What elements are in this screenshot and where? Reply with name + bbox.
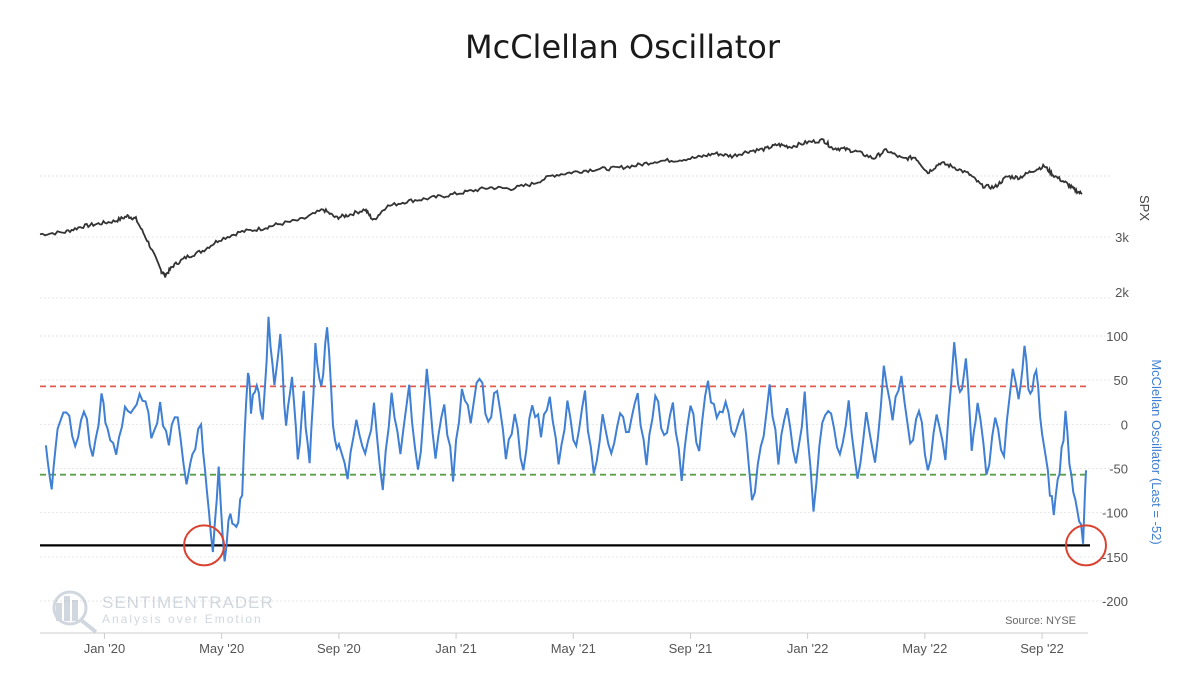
reference-lines [40,385,1090,547]
x-tick-label: May '20 [199,641,244,656]
oscillator-tick-label: 100 [1106,329,1128,344]
oscillator-tick-label: 50 [1114,373,1128,388]
spx-tick-label: 2k [1115,285,1129,300]
x-tick-label: Jan '20 [84,641,126,656]
x-tick-label: Sep '22 [1020,641,1064,656]
x-tick-label: Sep '20 [317,641,361,656]
march-2020-low-circle [183,524,226,567]
spx-grid [40,175,1112,299]
x-tick-label: Jan '22 [787,641,829,656]
oscillator-tick-label: 0 [1121,417,1128,432]
oscillator-tick-label: -150 [1102,550,1128,565]
watermark-brand: SENTIMENTRADER [102,593,274,612]
oscillator-series-line [44,316,1087,562]
spx-y-ticks: 2k 3k [1115,230,1129,300]
chart-title: McClellan Oscillator [465,28,780,66]
oscillator-axis-label: McClellan Oscillator (Last = -52) [1149,359,1164,544]
watermark-tagline: Analysis over Emotion [102,612,263,626]
highlight-circles [183,524,1107,567]
x-tick-label: May '22 [902,641,947,656]
oscillator-grid [40,335,1112,602]
oscillator-tick-label: -50 [1109,462,1128,477]
x-axis-ticks: Jan '20 May '20 Sep '20 Jan '21 May '21 Sep '… [84,633,1064,656]
sep-2022-low-circle [1065,524,1107,567]
oscillator-y-ticks: 100 50 0 -50 -100 -150 -200 [1102,329,1128,609]
oscillator-tick-label: -200 [1102,594,1128,609]
source-note: Source: NYSE [1005,615,1076,627]
watermark-logo: SENTIMENTRADER Analysis over Emotion [52,590,274,634]
oscillator-tick-label: -100 [1102,506,1128,521]
x-tick-label: May '21 [551,641,596,656]
logo-chart-icon [52,590,98,634]
x-tick-label: Jan '21 [435,641,477,656]
spx-series-line [39,138,1083,278]
spx-axis-label: SPX [1137,195,1152,221]
x-tick-label: Sep '21 [669,641,713,656]
spx-tick-label: 3k [1115,230,1129,245]
